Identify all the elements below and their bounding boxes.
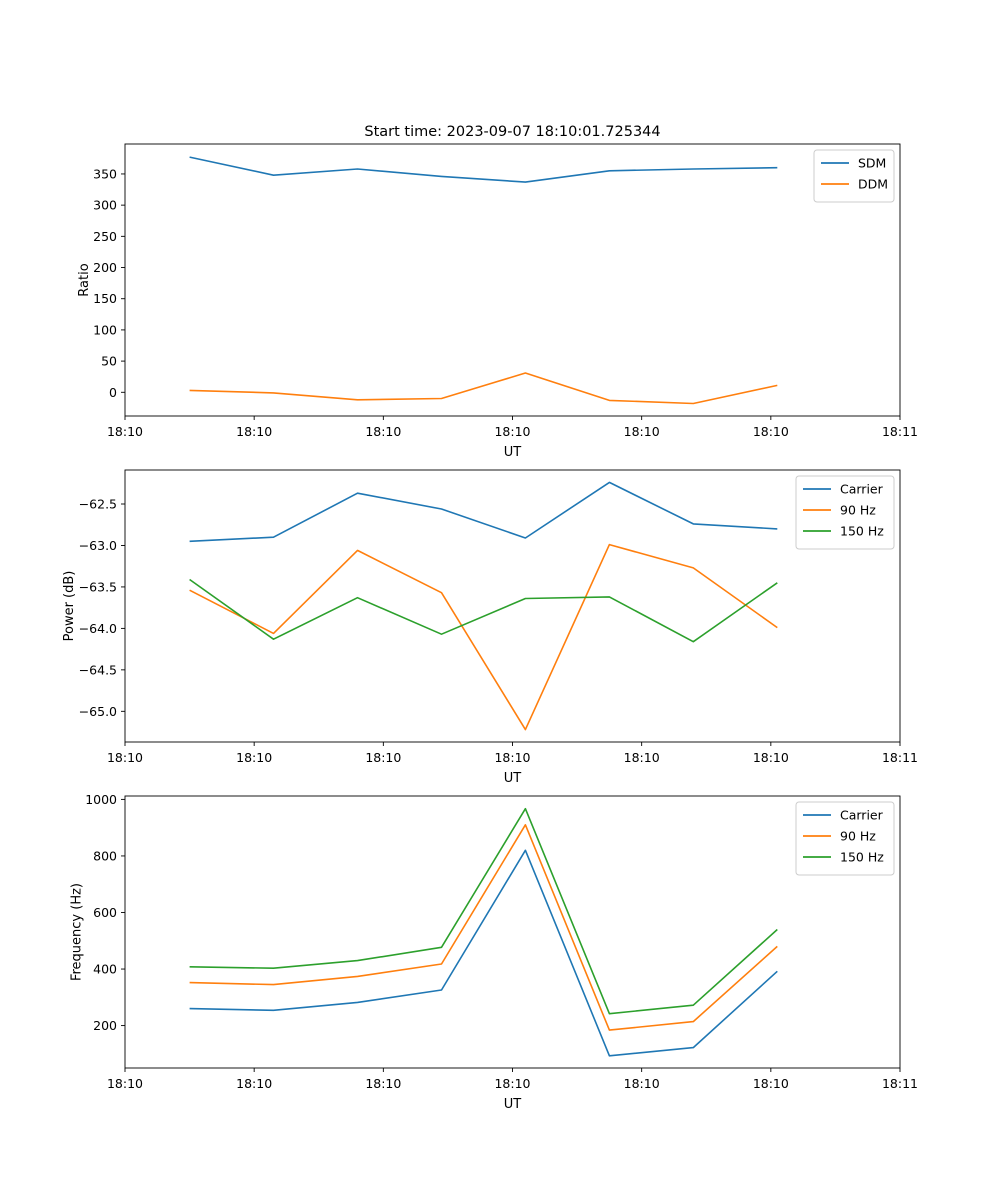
y-tick-label: 200 [93,1018,117,1033]
x-tick-label: 18:11 [882,750,918,765]
legend-entry: 150 Hz [840,524,884,539]
y-tick-label: −65.0 [79,704,117,719]
series-line-carrier [189,481,778,543]
x-tick-label: 18:10 [107,424,143,439]
legend-entry: SDM [858,156,886,171]
y-tick-label: 0 [109,385,117,400]
x-tick-label: 18:10 [236,424,272,439]
subplot-2: 18:10 18:10 18:10 18:10 18:10 18:10 18:11 UT −65… [62,469,918,786]
y-tick-label: 150 [93,291,117,306]
x-tick-label: 18:10 [107,750,143,765]
subplot-3: 18:10 18:10 18:10 18:10 18:10 18:10 18:11 UT 200… [70,792,918,1112]
legend-entry: 90 Hz [840,503,876,518]
x-axis-label: UT [504,1097,522,1112]
x-tick-label: 18:10 [624,750,660,765]
series-line-ddm [189,372,778,405]
x-tick-label: 18:10 [494,1076,530,1091]
x-tick-label: 18:10 [494,424,530,439]
legend-entry: Carrier [840,482,884,497]
y-tick-label: 200 [93,260,117,275]
series-line-carrier [189,849,778,1057]
legend: Carrier 90 Hz 150 Hz [795,475,895,550]
y-tick-label: −64.0 [79,621,117,636]
x-tick-label: 18:10 [236,1076,272,1091]
axes-frame [124,143,901,417]
y-tick-label: 400 [93,962,117,977]
x-tick-label: 18:10 [753,424,789,439]
y-tick-label: −63.0 [79,538,117,553]
legend-entry: Carrier [840,808,884,823]
y-tick-label: −63.5 [79,579,117,594]
x-tick-label: 18:10 [624,1076,660,1091]
x-tick-label: 18:10 [365,750,401,765]
series-line-90-hz [189,543,778,731]
x-tick-label: 18:10 [365,424,401,439]
x-tick-label: 18:10 [624,424,660,439]
series-line-150-hz [189,578,778,643]
figure-title: Start time: 2023-09-07 18:10:01.725344 [364,124,660,140]
y-tick-label: 800 [93,848,117,863]
legend-entry: DDM [858,177,888,192]
y-tick-label: 600 [93,905,117,920]
axes-frame [124,795,901,1069]
y-axis-label: Power (dB) [62,571,77,642]
legend-entry: 90 Hz [840,829,876,844]
x-tick-label: 18:11 [882,424,918,439]
y-tick-label: 100 [93,322,117,337]
subplot-1: 18:10 18:10 18:10 18:10 18:10 18:10 18:11 UT 0 50… [77,143,918,460]
x-tick-label: 18:10 [236,750,272,765]
x-axis-label: UT [504,771,522,786]
y-tick-label: −64.5 [79,662,117,677]
x-tick-label: 18:10 [365,1076,401,1091]
axes-frame [124,469,901,743]
legend-entry: 150 Hz [840,850,884,865]
y-tick-label: 350 [93,166,117,181]
x-tick-label: 18:10 [753,1076,789,1091]
series-line-90-hz [189,823,778,1031]
legend: SDM DDM [813,149,895,203]
y-tick-label: 1000 [85,792,117,807]
series-line-150-hz [189,807,778,1015]
y-axis-label: Ratio [77,263,92,296]
series-line-sdm [189,156,778,183]
y-tick-label: 300 [93,198,117,213]
x-tick-label: 18:10 [494,750,530,765]
y-tick-label: −62.5 [79,497,117,512]
x-tick-label: 18:11 [882,1076,918,1091]
y-axis-label: Frequency (Hz) [70,883,85,981]
y-tick-label: 50 [101,354,117,369]
x-tick-label: 18:10 [753,750,789,765]
y-tick-label: 250 [93,229,117,244]
x-axis-label: UT [504,445,522,460]
legend: Carrier 90 Hz 150 Hz [795,801,895,876]
x-tick-label: 18:10 [107,1076,143,1091]
